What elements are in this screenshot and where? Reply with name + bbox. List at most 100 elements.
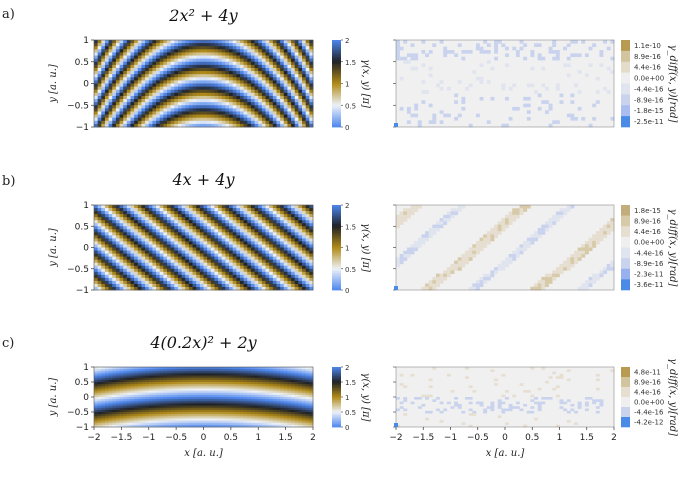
heatmap-cell xyxy=(261,277,266,282)
heatmap-cell xyxy=(94,120,99,125)
heatmap-cell xyxy=(294,220,299,224)
heatmap-cell xyxy=(97,424,102,428)
heatmap-cell xyxy=(199,99,204,103)
heatmap-cell xyxy=(97,229,102,233)
heatmap-cell xyxy=(148,377,153,381)
heatmap-cell xyxy=(243,250,248,254)
heatmap-cell xyxy=(240,52,245,56)
heatmap-cell xyxy=(181,102,186,106)
heatmap-cell xyxy=(177,49,182,53)
heatmap-cell xyxy=(309,286,314,291)
heatmap-cell xyxy=(261,238,266,242)
heatmap-cell xyxy=(148,111,153,115)
diff-cell xyxy=(432,43,437,47)
heatmap-cell xyxy=(97,238,102,242)
diff-cell xyxy=(468,286,473,291)
heatmap-cell xyxy=(188,390,193,394)
heatmap-cell xyxy=(181,223,186,227)
diff-cell xyxy=(410,247,415,252)
heatmap-cell xyxy=(225,217,230,221)
heatmap-cell xyxy=(130,217,135,221)
heatmap-cell xyxy=(254,280,259,285)
heatmap-cell xyxy=(305,271,310,276)
heatmap-cell xyxy=(97,262,102,267)
heatmap-cell xyxy=(177,388,182,391)
heatmap-cell xyxy=(170,92,175,97)
heatmap-cell xyxy=(115,235,120,239)
heatmap-cell xyxy=(276,235,281,239)
diff-cell xyxy=(435,283,440,288)
heatmap-cell xyxy=(163,40,168,44)
heatmap-cell xyxy=(280,268,285,273)
heatmap-cell xyxy=(137,271,142,276)
heatmap-cell xyxy=(137,262,142,267)
heatmap-cell xyxy=(305,238,310,242)
heatmap-cell xyxy=(177,123,182,128)
heatmap-cell xyxy=(250,217,255,221)
heatmap-cell xyxy=(232,46,237,50)
heatmap-cell xyxy=(229,217,234,221)
heatmap-cell xyxy=(203,250,208,254)
heatmap-cell xyxy=(265,253,270,258)
diff-cell xyxy=(479,237,484,242)
legend-swatch xyxy=(621,40,630,52)
heatmap-cell xyxy=(134,384,139,387)
heatmap-cell xyxy=(94,105,99,109)
heatmap-cell xyxy=(276,120,281,125)
colorbar-segment xyxy=(332,44,341,47)
diff-cell xyxy=(537,280,542,284)
heatmap-cell xyxy=(112,418,117,421)
heatmap-cell xyxy=(101,217,106,221)
heatmap-cell xyxy=(115,238,120,242)
heatmap-cell xyxy=(181,390,186,394)
heatmap-cell xyxy=(196,375,201,379)
heatmap-cell xyxy=(203,95,208,100)
colorbar-segment xyxy=(332,232,341,236)
heatmap-cell xyxy=(170,399,175,402)
diff-cell xyxy=(490,66,495,71)
heatmap-cell xyxy=(174,414,179,417)
diff-cell xyxy=(443,113,448,118)
heatmap-cell xyxy=(145,253,150,258)
heatmap-cell xyxy=(101,241,106,245)
heatmap-cell xyxy=(229,214,234,218)
heatmap-cell xyxy=(112,409,117,413)
heatmap-cell xyxy=(167,74,172,78)
heatmap-cell xyxy=(207,226,212,230)
heatmap-cell xyxy=(302,74,307,78)
heatmap-cell xyxy=(254,274,259,279)
heatmap-cell xyxy=(145,83,150,88)
heatmap-cell xyxy=(163,377,168,381)
diff-cell xyxy=(541,83,546,88)
heatmap-cell xyxy=(174,120,179,125)
heatmap-cell xyxy=(272,86,277,91)
heatmap-cell xyxy=(134,268,139,273)
heatmap-cell xyxy=(203,40,208,44)
heatmap-cell xyxy=(177,117,182,122)
heatmap-cell xyxy=(141,74,146,78)
heatmap-cell xyxy=(134,286,139,291)
diff-cell xyxy=(417,120,422,124)
heatmap-cell xyxy=(261,232,266,236)
heatmap-cell xyxy=(298,223,303,227)
heatmap-cell xyxy=(130,416,135,419)
heatmap-cell xyxy=(170,43,175,47)
panel-title: 4(0.2x)² + 2y xyxy=(149,333,257,352)
heatmap-cell xyxy=(243,99,248,103)
heatmap-cell xyxy=(309,274,314,279)
heatmap-cell xyxy=(97,259,102,264)
heatmap-cell xyxy=(250,280,255,285)
heatmap-cell xyxy=(287,49,292,53)
heatmap-cell xyxy=(218,86,223,91)
heatmap-cell xyxy=(247,49,252,53)
heatmap-cell xyxy=(159,95,164,100)
heatmap-cell xyxy=(214,223,219,227)
heatmap-cell xyxy=(302,268,307,273)
heatmap-cell xyxy=(199,123,204,128)
heatmap-cell xyxy=(141,403,146,406)
heatmap-cell xyxy=(119,271,124,276)
heatmap-cell xyxy=(104,409,109,413)
heatmap-cell xyxy=(101,92,106,97)
heatmap-cell xyxy=(145,424,150,428)
heatmap-cell xyxy=(97,394,102,398)
